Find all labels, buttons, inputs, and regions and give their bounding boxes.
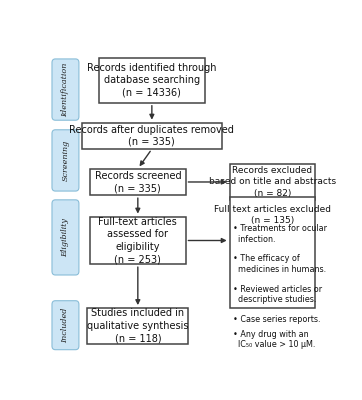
Text: Studies included in
qualitative synthesis
(n = 118): Studies included in qualitative synthesi… bbox=[87, 308, 189, 343]
Text: • The efficacy of
  medicines in humans.: • The efficacy of medicines in humans. bbox=[233, 254, 326, 274]
Bar bbox=[87, 308, 188, 344]
FancyBboxPatch shape bbox=[52, 59, 79, 120]
Text: Full text articles excluded
(n = 135): Full text articles excluded (n = 135) bbox=[214, 205, 331, 225]
Text: Records excluded
based on title and abstracts
(n = 82): Records excluded based on title and abst… bbox=[209, 166, 336, 198]
Bar bbox=[98, 58, 205, 103]
Text: Eligibility: Eligibility bbox=[62, 218, 70, 257]
FancyBboxPatch shape bbox=[52, 130, 79, 191]
Text: Full-text articles
assessed for
eligibility
(n = 253): Full-text articles assessed for eligibil… bbox=[98, 217, 177, 264]
Text: Records after duplicates removed
(n = 335): Records after duplicates removed (n = 33… bbox=[70, 124, 234, 147]
Bar bbox=[230, 164, 315, 200]
Text: Screening: Screening bbox=[62, 140, 70, 181]
Text: • Case series reports.: • Case series reports. bbox=[233, 315, 321, 324]
Text: • Treatments for ocular
  infection.: • Treatments for ocular infection. bbox=[233, 224, 327, 244]
FancyBboxPatch shape bbox=[52, 301, 79, 350]
Bar bbox=[230, 197, 315, 308]
Bar bbox=[82, 123, 222, 149]
Text: Included: Included bbox=[62, 308, 70, 343]
Text: • Reviewed articles or
  descriptive studies.: • Reviewed articles or descriptive studi… bbox=[233, 284, 322, 304]
Bar bbox=[90, 217, 185, 264]
Bar bbox=[90, 169, 185, 195]
Text: Identification: Identification bbox=[62, 62, 70, 117]
FancyBboxPatch shape bbox=[52, 200, 79, 275]
Text: Records screened
(n = 335): Records screened (n = 335) bbox=[94, 171, 181, 193]
Text: Records identified through
database searching
(n = 14336): Records identified through database sear… bbox=[87, 63, 216, 98]
Text: • Any drug with an
  IC₅₀ value > 10 μM.: • Any drug with an IC₅₀ value > 10 μM. bbox=[233, 330, 315, 349]
